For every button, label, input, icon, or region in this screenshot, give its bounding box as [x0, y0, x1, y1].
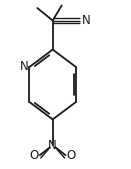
Text: N: N [82, 14, 91, 27]
Text: O: O [29, 149, 39, 162]
Text: N: N [20, 60, 29, 73]
Text: O: O [67, 149, 76, 162]
Text: N: N [48, 139, 57, 152]
